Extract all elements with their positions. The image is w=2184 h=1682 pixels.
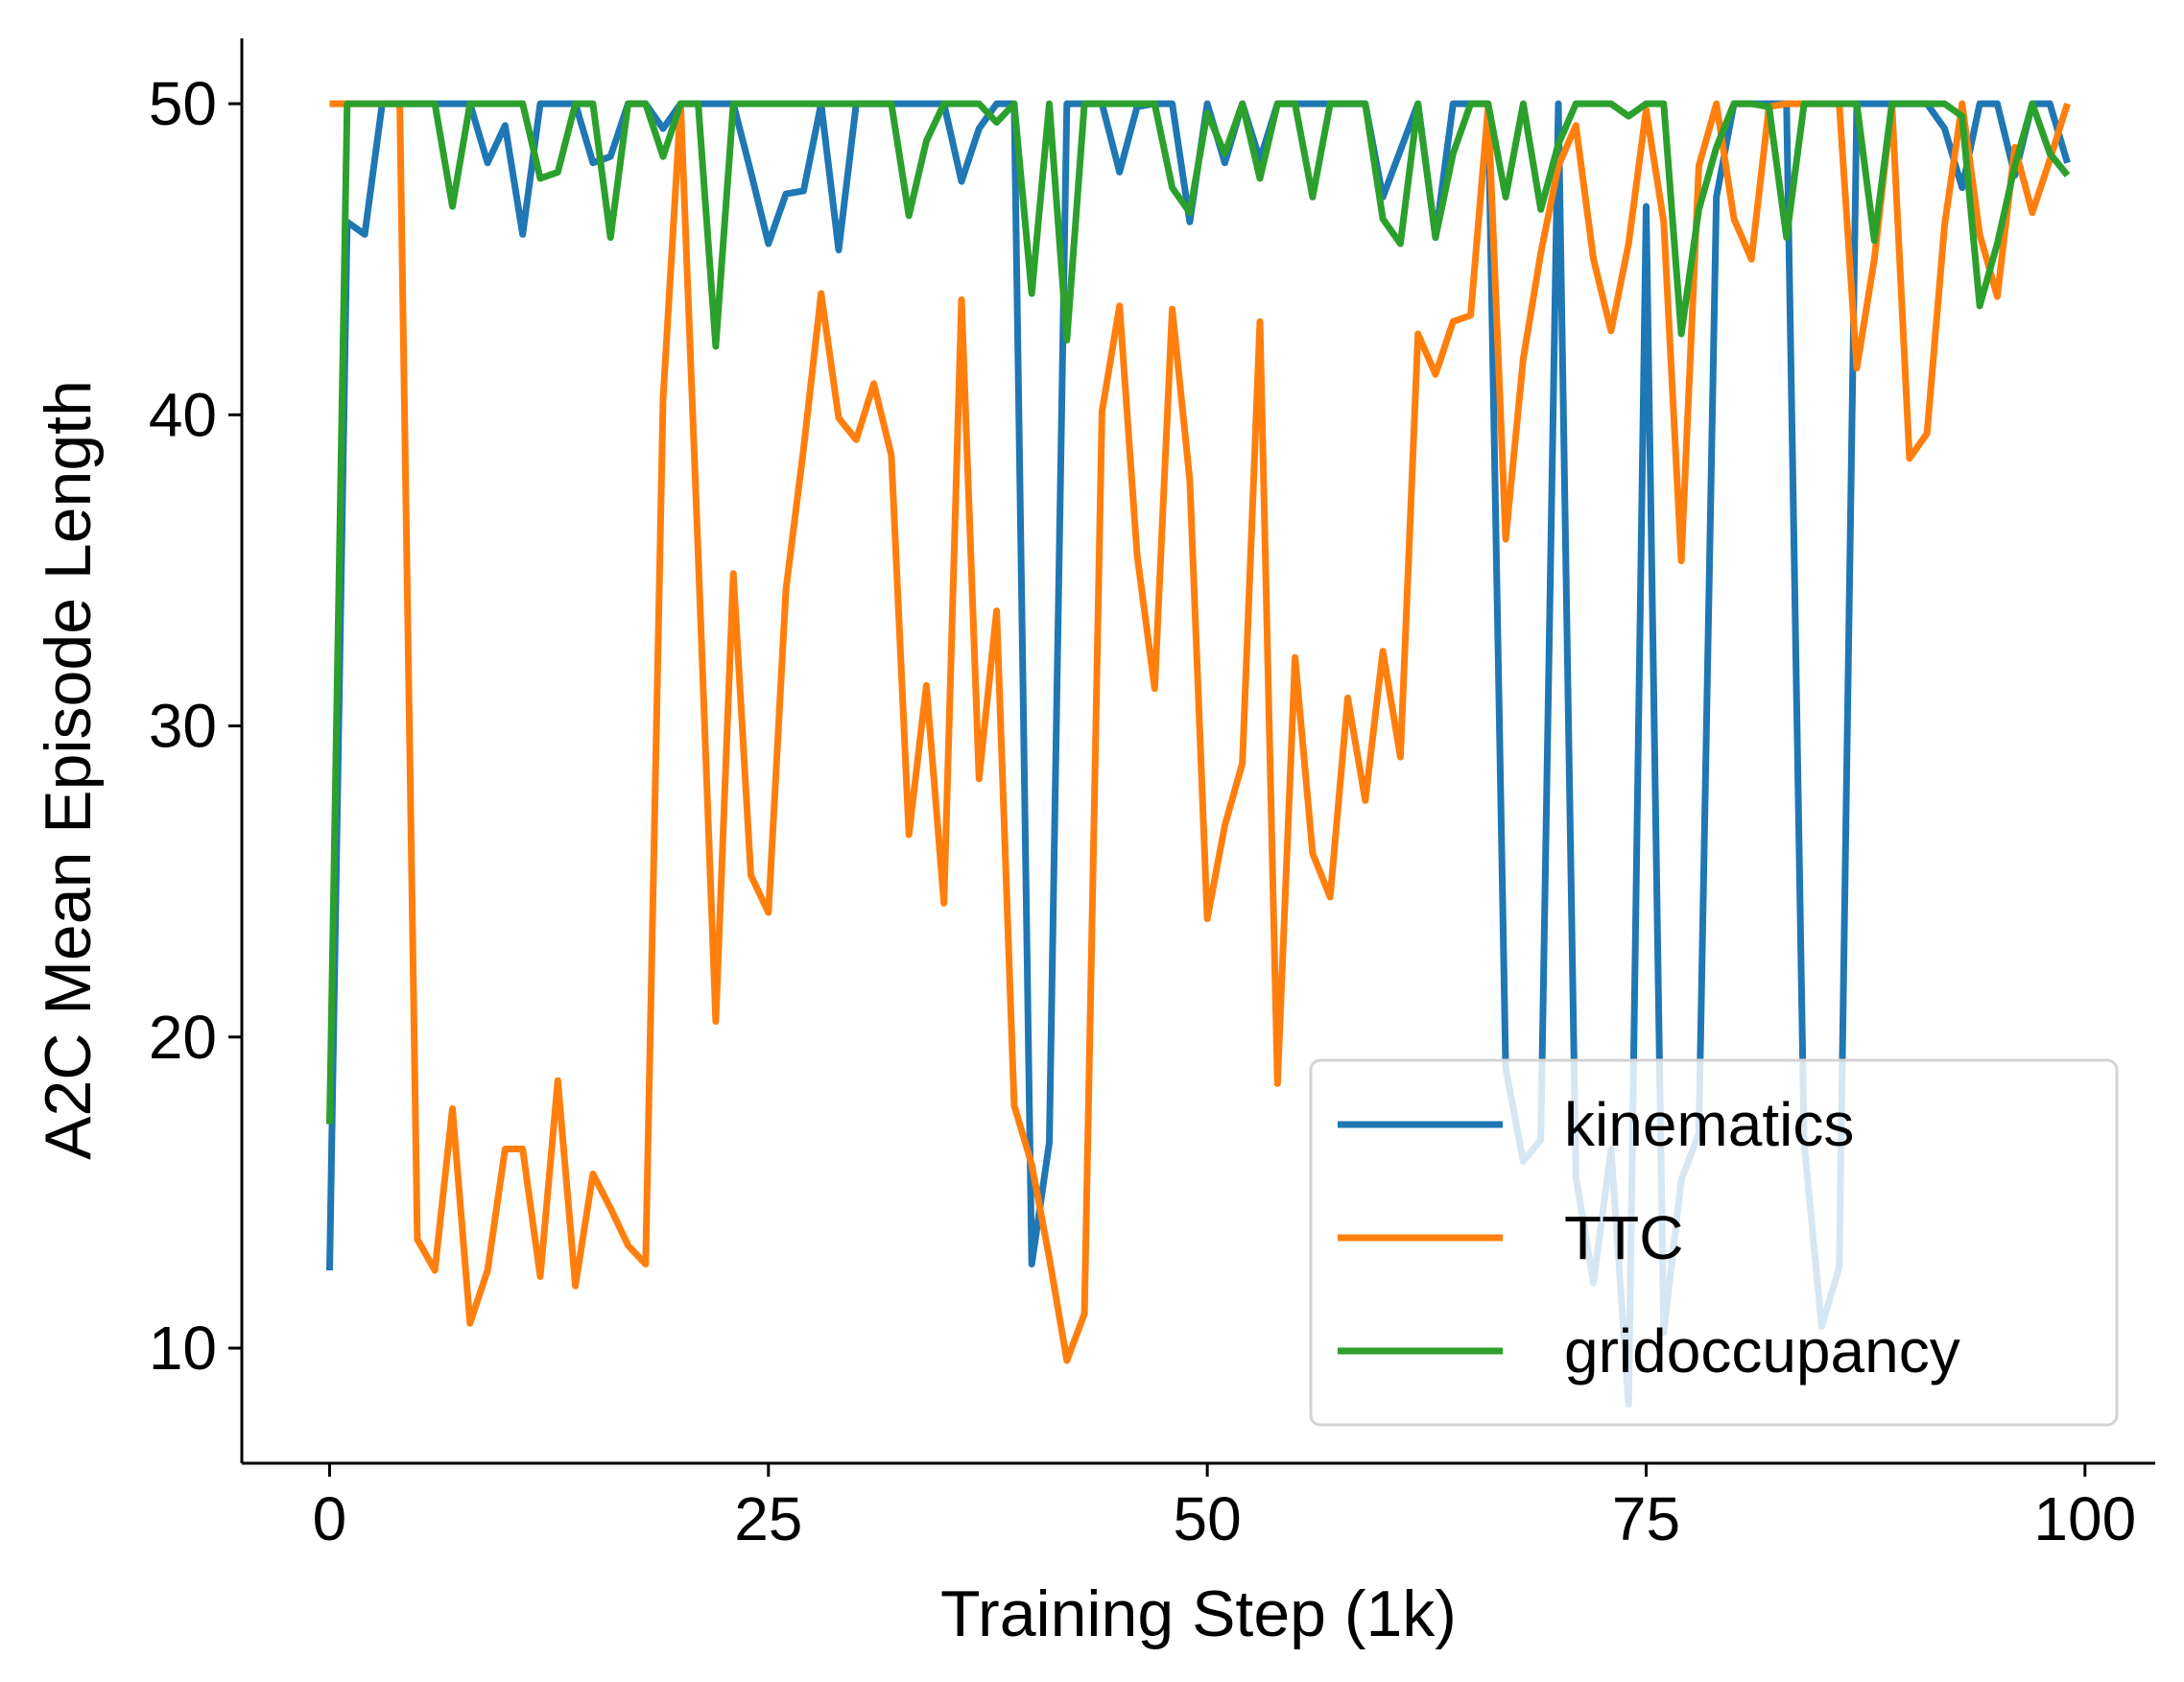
- y-tick-label: 30: [149, 692, 217, 761]
- axes: [240, 38, 2155, 1465]
- legend-items: kinematics TTC gridoccupancy: [1338, 1090, 1960, 1386]
- x-tick-label: 25: [734, 1484, 802, 1553]
- series-line-TTC: [329, 100, 2071, 1364]
- y-axis-label: A2C Mean Episode Length: [32, 380, 105, 1160]
- y-tick-label: 10: [149, 1314, 217, 1383]
- y-tick-label: 50: [149, 69, 217, 138]
- legend-label-TTC: TTC: [1564, 1203, 1683, 1272]
- ticks: 0 25 50 75 100 10 20 30 40 50: [149, 69, 2136, 1553]
- series-layer: [326, 100, 2071, 1408]
- series-line-gridoccupancy: [326, 100, 2071, 1125]
- x-tick-label: 0: [313, 1484, 347, 1553]
- legend-box: [1309, 1058, 2119, 1427]
- x-axis-label: Training Step (1k): [940, 1577, 1457, 1650]
- y-tick-label: 20: [149, 1003, 217, 1072]
- legend-label-kinematics: kinematics: [1564, 1090, 1854, 1159]
- x-tick-label: 50: [1174, 1484, 1242, 1553]
- legend-label-gridoccupancy: gridoccupancy: [1564, 1316, 1960, 1386]
- legend: kinematics TTC gridoccupancy: [1309, 1058, 2119, 1427]
- y-tick-label: 40: [149, 380, 217, 449]
- x-tick-label: 75: [1612, 1484, 1680, 1553]
- x-tick-label: 100: [2033, 1484, 2136, 1553]
